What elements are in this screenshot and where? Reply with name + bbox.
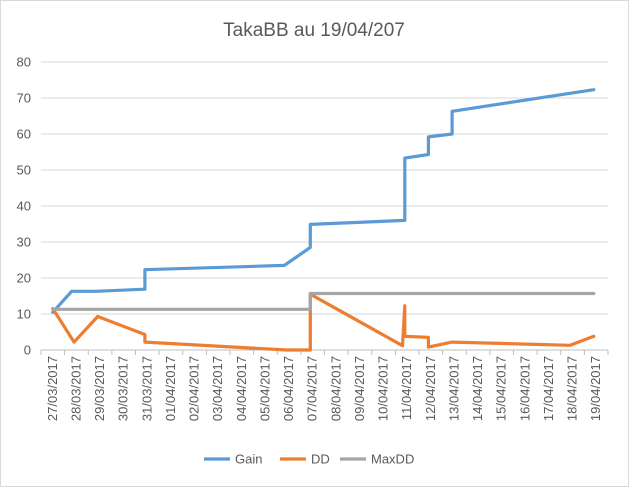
chart-title: TakaBB au 19/04/207 — [223, 20, 405, 41]
x-tick-label: 05/04/2017 — [257, 356, 272, 421]
x-tick-label: 02/04/2017 — [187, 356, 202, 421]
x-tick-label: 17/04/2017 — [541, 356, 556, 421]
x-tick-label: 09/04/2017 — [352, 356, 367, 421]
x-tick-label: 18/04/2017 — [565, 356, 580, 421]
x-tick-label: 27/03/2017 — [45, 356, 60, 421]
x-tick-label: 10/04/2017 — [376, 356, 391, 421]
x-tick-label: 03/04/2017 — [210, 356, 225, 421]
legend-label-maxdd: MaxDD — [371, 452, 414, 467]
x-tick-label: 16/04/2017 — [517, 356, 532, 421]
y-axis-ticks: 0 10 20 30 40 50 60 70 80 — [17, 55, 31, 358]
y-tick-label: 30 — [17, 235, 31, 250]
legend-label-dd: DD — [311, 452, 330, 467]
series-line-dd — [51, 292, 596, 352]
y-tick-label: 80 — [17, 55, 31, 70]
y-tick-label: 60 — [17, 127, 31, 142]
x-tick-label: 19/04/2017 — [588, 356, 603, 421]
series-line-maxdd — [51, 291, 596, 311]
x-tick-label: 08/04/2017 — [328, 356, 343, 421]
x-tick-label: 01/04/2017 — [163, 356, 178, 421]
legend-label-gain: Gain — [235, 452, 262, 467]
y-tick-label: 0 — [24, 343, 31, 358]
x-tick-label: 15/04/2017 — [494, 356, 509, 421]
x-tick-label: 14/04/2017 — [470, 356, 485, 421]
y-tick-label: 50 — [17, 163, 31, 178]
x-tick-label: 11/04/2017 — [399, 356, 414, 420]
y-tick-label: 70 — [17, 91, 31, 106]
legend: Gain DD MaxDD — [204, 452, 414, 467]
x-tick-label: 06/04/2017 — [281, 356, 296, 421]
y-tick-label: 10 — [17, 307, 31, 322]
series-lines — [51, 88, 596, 352]
series-line-gain — [51, 88, 596, 314]
x-tick-label: 30/03/2017 — [116, 356, 131, 421]
x-tick-label: 29/03/2017 — [92, 356, 107, 421]
x-tick-label: 04/04/2017 — [234, 356, 249, 421]
x-tick-label: 28/03/2017 — [68, 356, 83, 421]
x-tick-label: 07/04/2017 — [305, 356, 320, 421]
x-tick-label: 13/04/2017 — [446, 356, 461, 421]
x-axis-ticks: 27/03/2017 28/03/2017 29/03/2017 30/03/2017… — [40, 350, 609, 421]
x-tick-label: 31/03/2017 — [139, 356, 154, 421]
y-tick-label: 40 — [17, 199, 31, 214]
y-tick-label: 20 — [17, 271, 31, 286]
x-tick-label: 12/04/2017 — [423, 356, 438, 421]
